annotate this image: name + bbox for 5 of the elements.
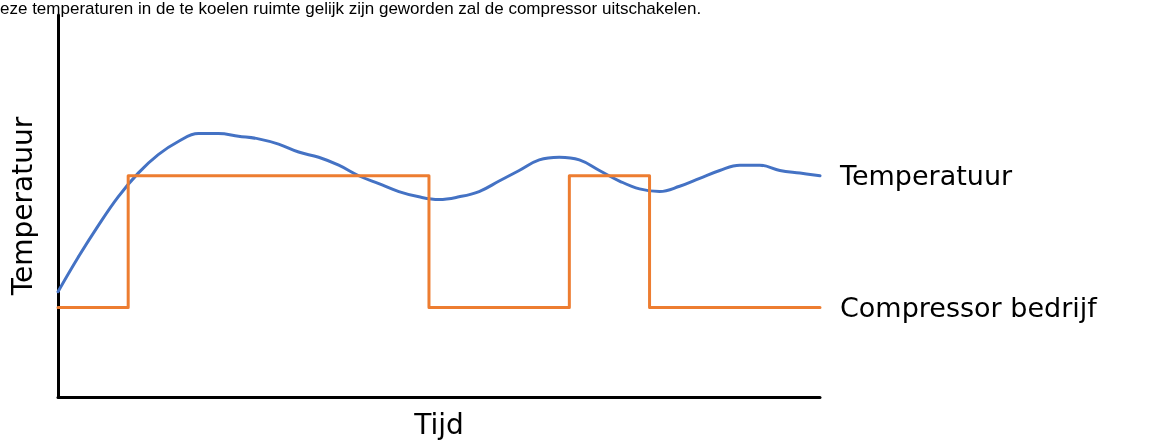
series-label: Compressor bedrijf — [840, 292, 1099, 323]
series-label: Temperatuur — [839, 160, 1014, 192]
text: eze temperaturen in de te koelen ruimte gelijk zijn geworden zal de compressor uitschakelen. — [0, 0, 702, 18]
x-axis-title: Tijd — [413, 407, 464, 441]
y-axis-title: Temperatuur — [5, 116, 39, 297]
